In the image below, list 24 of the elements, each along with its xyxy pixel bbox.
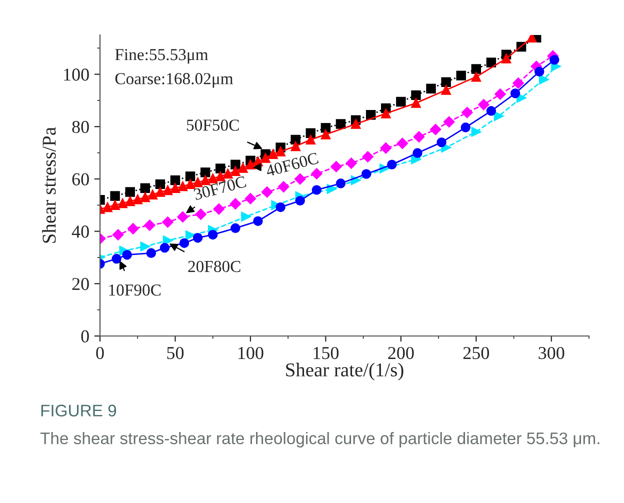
y-tick-label: 40 (72, 226, 89, 238)
annotation: 30F70C (193, 176, 247, 200)
annotation: Fine:55.53μm (115, 49, 208, 64)
x-tick-label: 0 (96, 346, 104, 360)
y-axis-title: Shear stress/Pa (42, 127, 56, 243)
y-tick-label: 20 (72, 278, 89, 290)
y-tick-label: 100 (64, 68, 89, 81)
x-axis-title: Shear rate/(1/s) (286, 362, 404, 380)
annotation: 10F90C (109, 284, 161, 296)
annotation: 40F60C (265, 152, 319, 177)
annotation: 20F80C (188, 260, 240, 272)
y-tick-label: 60 (72, 173, 89, 186)
x-tick-label: 100 (238, 346, 264, 360)
x-tick-label: 200 (388, 346, 414, 360)
annotation: Coarse:168.02μm (115, 73, 234, 88)
caption: FIGURE 9 (41, 404, 116, 416)
x-tick-label: 150 (314, 346, 339, 360)
x-tick-label: 250 (463, 346, 490, 360)
text: The shear stress-shear rate rheological curve of particle diameter 55.53 μm. (40, 432, 600, 448)
x-tick-label: 300 (538, 346, 564, 360)
y-tick-label: 80 (72, 120, 89, 134)
y-tick-label: 0 (81, 330, 89, 342)
x-tick-label: 50 (167, 346, 184, 360)
annotation: 50F50C (186, 120, 239, 131)
